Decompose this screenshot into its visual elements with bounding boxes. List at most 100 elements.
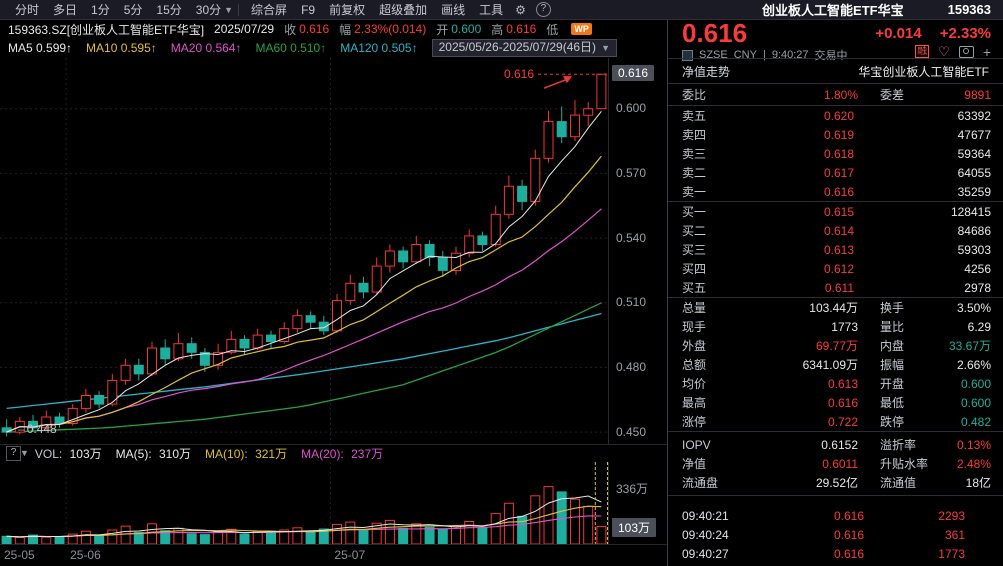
vol-ma10-label: MA(10): xyxy=(205,446,248,461)
close-value: 0.616 xyxy=(299,22,330,37)
date-axis-label: 25-07 xyxy=(334,548,366,563)
toolbar-divider xyxy=(238,3,240,16)
quote-panel: 0.616 SZSE CNY | 9:40:27 交易中 +0.014 +2.3… xyxy=(667,20,1003,566)
weicha-label: 委差 xyxy=(880,88,905,102)
szse-logo-icon xyxy=(682,49,693,61)
price-change-pct: +2.33% xyxy=(939,25,991,42)
nav-link-net-value[interactable]: 净值走势 xyxy=(682,64,731,79)
tool-forward-adjust[interactable]: 前复权 xyxy=(329,3,366,17)
ma120-value: MA120 0.505↑ xyxy=(340,41,418,56)
date-axis-label: 25-06 xyxy=(70,548,101,563)
vol-value: 103万 xyxy=(69,446,102,461)
period-tab-15min[interactable]: 15分 xyxy=(156,3,182,17)
volume-axis-label: 336万 xyxy=(616,481,649,496)
chevron-down-icon[interactable]: ▼ xyxy=(224,4,234,15)
wp-logo-icon[interactable]: WP xyxy=(571,23,592,36)
quote-header: 0.616 SZSE CNY | 9:40:27 交易中 +0.014 +2.3… xyxy=(668,20,1003,62)
stats-row: 现手 1773 量比 6.29 xyxy=(682,319,991,335)
price-axis-label: 0.600 xyxy=(616,101,647,116)
tick-list[interactable]: 09:40:21 0.616 2293 09:40:24 0.616 361 0… xyxy=(668,496,1003,566)
date-axis[interactable]: 25-05 25-06 25-07 xyxy=(0,544,667,566)
ask-row[interactable]: 卖一 0.616 35259 xyxy=(682,184,991,200)
tool-draw-line[interactable]: 画线 xyxy=(441,3,466,17)
price-chart[interactable] xyxy=(0,57,608,444)
high-label: 高 xyxy=(491,22,504,37)
vol-ma20-value: 237万 xyxy=(351,446,384,461)
tool-f9[interactable]: F9 xyxy=(301,2,316,17)
ask-row[interactable]: 卖三 0.618 59364 xyxy=(682,146,991,162)
ma20-value: MA20 0.564↑ xyxy=(170,41,242,56)
open-label: 开 xyxy=(436,22,449,37)
current-volume-axis-box: 103万 xyxy=(612,517,657,537)
date-label: 2025/07/29 xyxy=(214,22,275,37)
tick-row: 09:40:27 0.616 1773 xyxy=(682,546,965,561)
metric-row: 净值 0.6011 升贴水率 2.48% xyxy=(682,456,991,472)
bid-row[interactable]: 买四 0.612 4256 xyxy=(682,261,991,277)
vol-ma5-value: 310万 xyxy=(159,446,192,461)
stats-grid: 总量 103.44万 换手 3.50% 现手 1773 量比 6.29 外盘 6… xyxy=(668,298,1003,432)
favorite-icon[interactable]: ♡ xyxy=(938,43,950,59)
range-value: 2.33%(0.014) xyxy=(354,22,427,37)
camera-icon[interactable] xyxy=(958,45,974,58)
bid-row[interactable]: 买一 0.615 128415 xyxy=(682,204,991,220)
high-price-annotation: 0.616 xyxy=(504,66,535,81)
volume-chart-pane[interactable]: 336万 103万 xyxy=(0,462,668,545)
period-tab-5min[interactable]: 5分 xyxy=(123,3,143,17)
tool-tools[interactable]: 工具 xyxy=(479,3,504,17)
ask-row[interactable]: 卖二 0.617 64055 xyxy=(682,165,991,181)
range-label: 幅 xyxy=(339,22,352,37)
weicha-value: 9891 xyxy=(964,87,991,102)
margin-badge[interactable]: 融 xyxy=(915,45,930,58)
fund-name: 华宝创业板人工智能ETF xyxy=(858,64,989,79)
low-label: 低 xyxy=(546,22,559,37)
tool-composite-screen[interactable]: 综合屏 xyxy=(251,3,288,17)
close-label: 收 xyxy=(284,22,297,37)
bid-levels: 买一 0.615 128415 买二 0.614 84686 买三 0.613 … xyxy=(668,202,1003,298)
info-bar: 159363.SZ[创业板人工智能ETF华宝] 2025/07/29 收 0.6… xyxy=(0,20,667,39)
vol-ma10-value: 321万 xyxy=(255,446,288,461)
top-toolbar: 分时 多日 1分 5分 15分 30分 ▼ 综合屏 F9 前复权 超级叠加 画线… xyxy=(0,0,1003,20)
period-tab-30min[interactable]: 30分 xyxy=(195,3,222,17)
date-range-selector[interactable]: 2025/05/26-2025/07/29(46日) ▼ xyxy=(431,39,617,58)
date-range-value: 2025/05/26-2025/07/29(46日) xyxy=(438,40,597,55)
fund-metrics: IOPV 0.6152 溢折率 0.13% 净值 0.6011 升贴水率 2.4… xyxy=(668,432,1003,496)
price-axis: 0.616 0.600 0.570 0.540 0.510 0.480 0.450 xyxy=(608,57,668,444)
panel-nav-row: 净值走势 华宝创业板人工智能ETF xyxy=(668,58,1003,84)
bid-row[interactable]: 买二 0.614 84686 xyxy=(682,223,991,239)
price-chart-pane[interactable]: 0.616 0.600 0.570 0.540 0.510 0.480 0.450 0.6… xyxy=(0,57,668,444)
stats-row: 最高 0.616 最低 0.600 xyxy=(682,395,991,411)
ask-row[interactable]: 卖五 0.620 63392 xyxy=(682,108,991,124)
price-change: +0.014 xyxy=(875,25,922,42)
vol-ma5-label: MA(5): xyxy=(115,446,152,461)
chevron-down-icon[interactable]: ▼ xyxy=(20,448,29,459)
window-title: 创业板人工智能ETF华宝 xyxy=(762,3,904,18)
ma60-value: MA60 0.510↑ xyxy=(255,41,327,56)
help-icon[interactable]: ? xyxy=(535,2,551,17)
window-code: 159363 xyxy=(947,2,991,17)
tool-super-overlay[interactable]: 超级叠加 xyxy=(379,3,428,17)
period-tab-fenshi[interactable]: 分时 xyxy=(15,3,40,17)
stats-row: 总额 6341.09万 振幅 2.66% xyxy=(682,357,991,373)
chart-column: 159363.SZ[创业板人工智能ETF华宝] 2025/07/29 收 0.6… xyxy=(0,20,667,566)
stats-row: 总量 103.44万 换手 3.50% xyxy=(682,300,991,316)
tick-row: 09:40:24 0.616 361 xyxy=(682,527,965,542)
indicator-help-icon[interactable]: ? xyxy=(6,445,21,461)
stats-row: 涨停 0.722 跌停 0.482 xyxy=(682,414,991,430)
ma5-value: MA5 0.599↑ xyxy=(8,41,73,56)
gear-icon[interactable]: ⚙ xyxy=(515,2,526,17)
open-value: 0.600 xyxy=(451,22,482,37)
ma10-value: MA10 0.595↑ xyxy=(86,41,157,56)
bid-row[interactable]: 买五 0.611 2978 xyxy=(682,280,991,296)
period-tab-duori[interactable]: 多日 xyxy=(53,3,78,17)
volume-axis: 336万 103万 xyxy=(608,462,668,545)
ask-levels: 卖五 0.620 63392 卖四 0.619 47677 卖三 0.618 5… xyxy=(668,106,1003,202)
period-tab-1min[interactable]: 1分 xyxy=(91,3,110,17)
volume-chart[interactable] xyxy=(0,462,608,545)
bid-row[interactable]: 买三 0.613 59303 xyxy=(682,242,991,258)
ask-row[interactable]: 卖四 0.619 47677 xyxy=(682,127,991,143)
current-price-axis-box: 0.616 xyxy=(612,64,655,81)
volume-header: ? ▼ VOL: 103万 MA(5): 310万 MA(10): 321万 M… xyxy=(0,443,667,463)
add-icon[interactable]: + xyxy=(982,43,991,60)
weibi-label: 委比 xyxy=(682,88,707,102)
low-price-annotation: 0.448 xyxy=(18,422,57,436)
